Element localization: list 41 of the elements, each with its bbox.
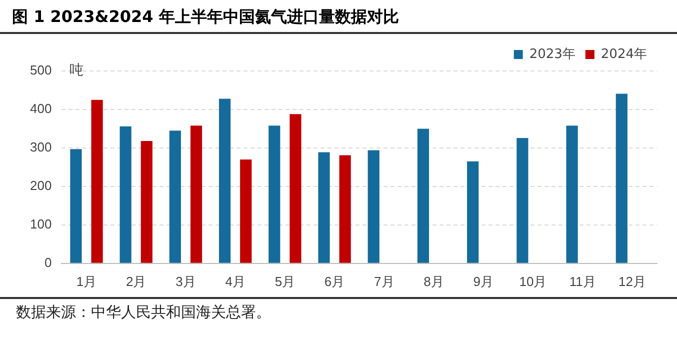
source-note: 数据来源：中华人民共和国海关总署。 (0, 297, 677, 322)
x-tick-label: 2月 (126, 274, 146, 289)
bar (91, 100, 103, 263)
x-tick-label: 10月 (519, 274, 547, 289)
bar (218, 98, 231, 263)
bar (566, 126, 578, 263)
bar (190, 126, 202, 263)
x-tick-label: 11月 (569, 274, 596, 289)
x-tick-label: 12月 (618, 274, 646, 289)
bar (140, 141, 152, 263)
bar (169, 130, 181, 263)
bar (268, 126, 280, 263)
x-tick-label: 4月 (225, 274, 246, 289)
bar (318, 152, 330, 263)
x-tick-label: 8月 (424, 274, 444, 289)
bar (467, 161, 479, 263)
x-tick-label: 6月 (324, 274, 345, 289)
bar (240, 160, 252, 263)
x-tick-label: 5月 (274, 274, 296, 289)
bar (368, 150, 380, 263)
y-tick-label: 300 (30, 140, 52, 155)
bar (516, 138, 528, 263)
bar (339, 155, 351, 263)
x-tick-label: 1月 (76, 274, 97, 289)
legend-label: 2024年 (600, 46, 648, 62)
bar (120, 126, 132, 263)
x-tick-label: 3月 (176, 274, 196, 289)
x-tick-label: 9月 (473, 274, 494, 289)
chart-title: 图 1 2023&2024 年上半年中国氦气进口量数据对比 (0, 0, 677, 34)
bar (290, 114, 302, 263)
bar (417, 128, 430, 263)
y-axis-title: 吨 (70, 62, 84, 79)
y-tick-label: 0 (44, 254, 52, 270)
y-tick-label: 100 (30, 216, 52, 232)
x-tick-label: 7月 (374, 274, 394, 289)
legend-label: 2023年 (529, 46, 576, 62)
bar (70, 149, 82, 263)
y-tick-label: 500 (30, 62, 52, 78)
bar (616, 94, 628, 263)
y-tick-label: 400 (30, 101, 52, 116)
y-tick-label: 200 (30, 178, 52, 194)
